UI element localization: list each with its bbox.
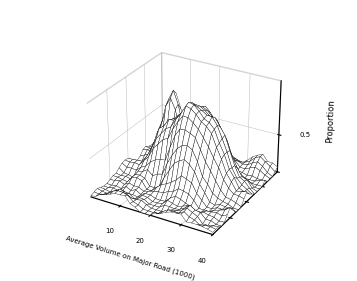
X-axis label: Average Volume on Major Road (1000): Average Volume on Major Road (1000)	[65, 235, 195, 281]
